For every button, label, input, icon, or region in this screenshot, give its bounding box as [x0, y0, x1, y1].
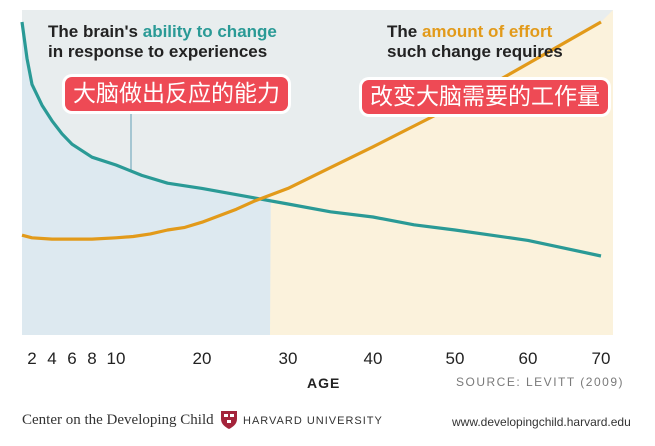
x-tick-label: 8	[87, 349, 96, 368]
x-tick-labels: 2 4 6 8 10 20 30 40 50 60 70	[27, 349, 610, 368]
x-tick-label: 20	[193, 349, 212, 368]
effort-cn-badge: 改变大脑需要的工作量	[362, 80, 608, 114]
x-tick-label: 4	[47, 349, 56, 368]
ability-label-line2: in response to experiences	[48, 42, 268, 61]
effort-label-line2: such change requires	[387, 42, 563, 61]
ability-label: The brain's ability to change in respons…	[48, 22, 277, 62]
harvard-seal-icon	[220, 410, 238, 434]
ability-label-highlight: ability to change	[142, 22, 277, 41]
x-tick-label: 60	[519, 349, 538, 368]
footer-org: Center on the Developing Child	[22, 412, 214, 428]
footer-url: www.developingchild.harvard.edu	[452, 415, 631, 429]
x-axis-title: AGE	[307, 375, 341, 391]
source-note: SOURCE: LEVITT (2009)	[456, 375, 624, 389]
ability-cn-badge: 大脑做出反应的能力	[65, 77, 288, 111]
x-tick-label: 40	[364, 349, 383, 368]
ability-line	[20, 21, 602, 258]
x-tick-label: 30	[279, 349, 298, 368]
effort-label: The amount of effort such change require…	[387, 22, 563, 62]
x-tick-label: 6	[67, 349, 76, 368]
ability-label-prefix: The brain's	[48, 22, 143, 41]
footer-university: HARVARD UNIVERSITY	[243, 415, 383, 427]
x-tick-label: 70	[592, 349, 611, 368]
effort-label-prefix: The	[387, 22, 422, 41]
x-tick-label: 50	[446, 349, 465, 368]
effort-label-highlight: amount of effort	[421, 22, 553, 41]
x-tick-label: 2	[27, 349, 36, 368]
x-tick-label: 10	[107, 349, 126, 368]
